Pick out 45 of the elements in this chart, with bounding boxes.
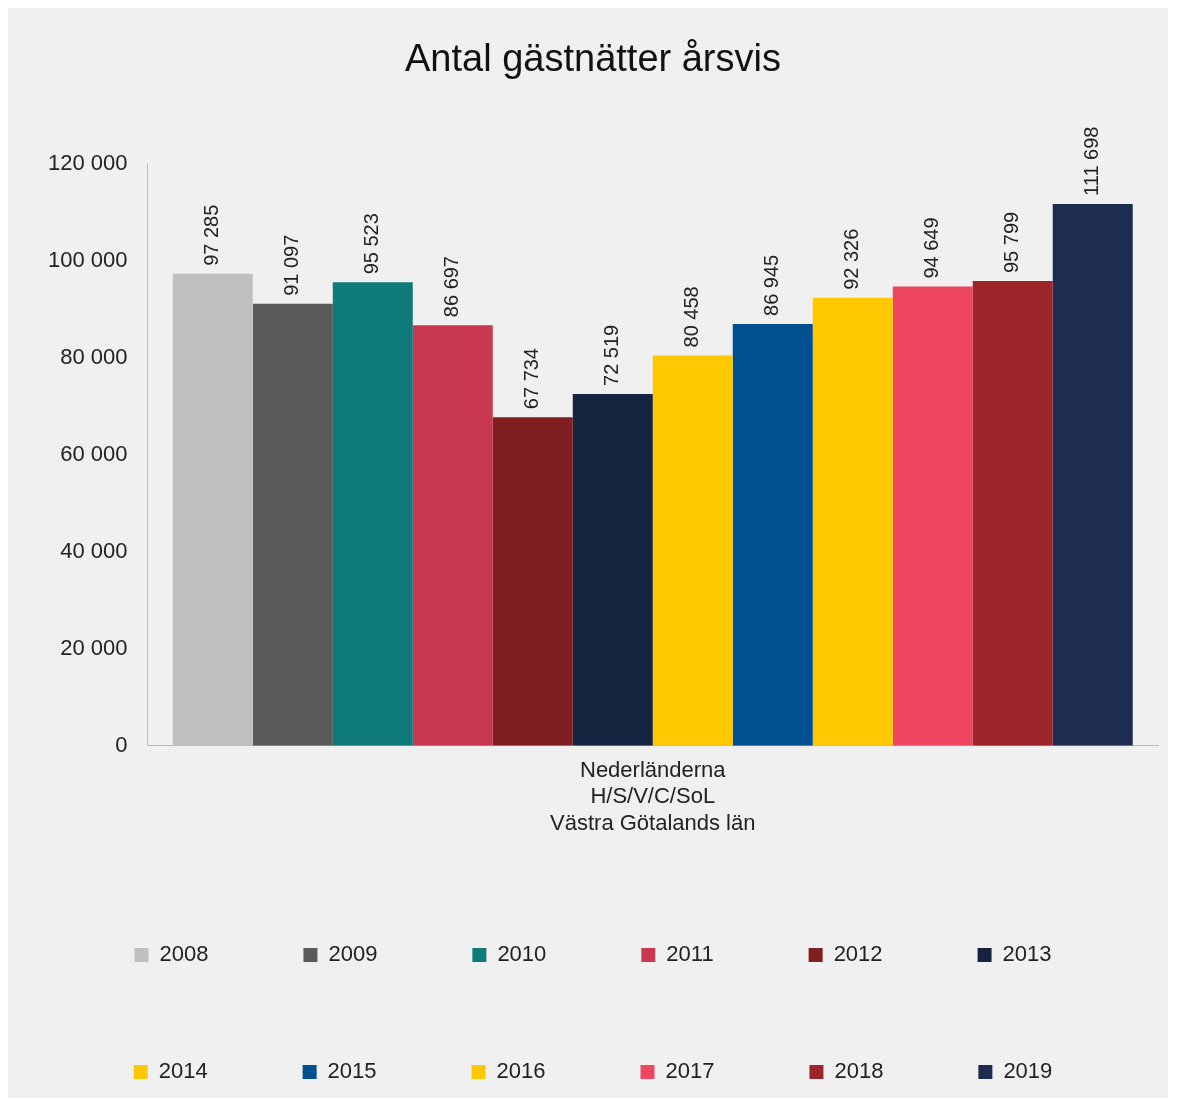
legend-label: 2017 [665, 1058, 715, 1084]
data-label: 80 458 [680, 286, 703, 348]
legend-label: 2009 [328, 941, 378, 967]
chart-title: Antal gästnätter årsvis [405, 37, 781, 80]
y-tick-label: 0 [115, 731, 128, 757]
data-label: 94 649 [920, 217, 943, 279]
bar [732, 323, 813, 746]
data-label: 97 285 [200, 204, 223, 266]
bar [252, 303, 333, 746]
data-label: 67 734 [520, 348, 543, 410]
data-label: 95 523 [360, 213, 383, 275]
data-label: 95 799 [1000, 211, 1023, 274]
data-label: 91 097 [280, 234, 303, 296]
bar [572, 393, 653, 746]
bar [1052, 203, 1133, 746]
bar [892, 286, 973, 746]
bar [412, 325, 493, 746]
bar [172, 273, 253, 746]
legend-label: 2015 [327, 1058, 377, 1084]
data-label: 72 519 [600, 324, 623, 386]
bar [492, 417, 573, 746]
legend-label: 2013 [1002, 941, 1052, 967]
y-tick-label: 20 000 [60, 634, 128, 660]
legend-label: 2010 [497, 941, 547, 967]
data-label: 86 945 [760, 254, 783, 316]
bar [972, 281, 1053, 746]
bar [652, 355, 733, 746]
y-tick-label: 120 000 [47, 149, 128, 175]
legend-label: 2018 [834, 1058, 884, 1084]
y-tick-label: 40 000 [60, 537, 128, 563]
x-tick-label: Nederländerna H/S/V/C/SoL Västra Götalands län [550, 757, 756, 835]
y-tick-label: 80 000 [60, 343, 128, 369]
legend-label: 2011 [666, 941, 714, 967]
y-tick-label: 100 000 [47, 246, 128, 272]
legend-label: 2014 [158, 1058, 208, 1084]
bar [812, 297, 893, 746]
legend-label: 2012 [833, 941, 883, 967]
legend-label: 2019 [1003, 1058, 1053, 1084]
data-label: 92 326 [840, 228, 863, 290]
bar [332, 282, 413, 746]
legend-label: 2008 [159, 941, 209, 967]
legend-label: 2016 [496, 1058, 546, 1084]
y-tick-label: 60 000 [60, 440, 128, 466]
data-label: 86 697 [440, 256, 463, 318]
data-label: 111 698 [1080, 126, 1103, 196]
